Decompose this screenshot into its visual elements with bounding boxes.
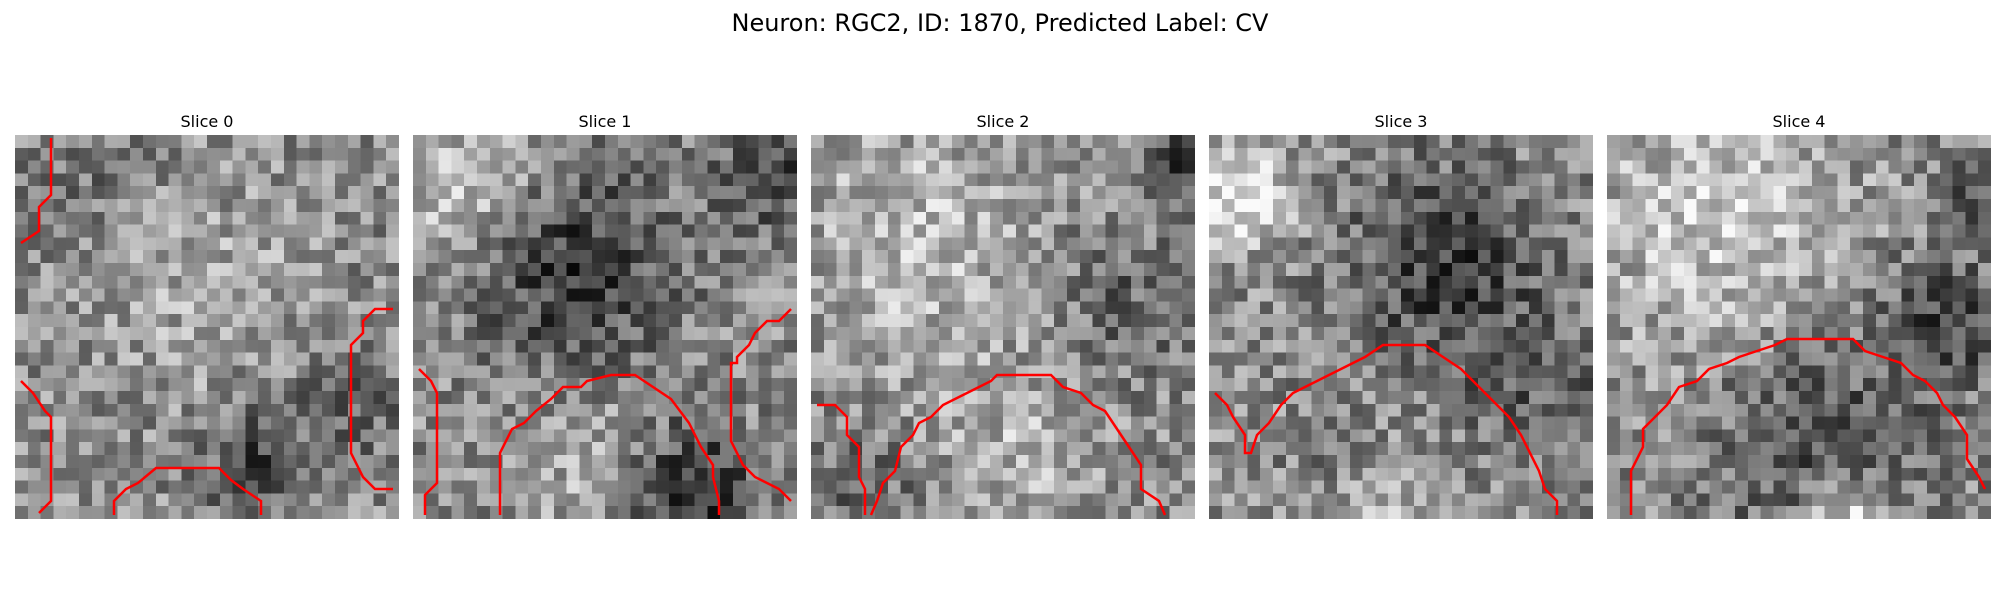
contour-line bbox=[114, 468, 261, 515]
contour-overlay-1 bbox=[413, 135, 797, 519]
slice-title-0: Slice 0 bbox=[15, 110, 399, 134]
slice-title-1: Slice 1 bbox=[413, 110, 797, 134]
slice-title-3: Slice 3 bbox=[1209, 110, 1593, 134]
contour-line bbox=[817, 405, 865, 515]
contour-overlay-4 bbox=[1607, 135, 1991, 519]
contour-line bbox=[351, 309, 393, 489]
contour-line bbox=[1215, 345, 1557, 515]
contour-line bbox=[871, 375, 1165, 515]
slice-title-2: Slice 2 bbox=[811, 110, 1195, 134]
figure-title: Neuron: RGC2, ID: 1870, Predicted Label:… bbox=[0, 6, 2000, 40]
slice-panel-3: Slice 3 bbox=[1209, 110, 1593, 134]
contour-line bbox=[419, 369, 437, 515]
slice-panel-1: Slice 1 bbox=[413, 110, 797, 134]
slice-panel-0: Slice 0 bbox=[15, 110, 399, 134]
slice-panel-2: Slice 2 bbox=[811, 110, 1195, 134]
contour-overlay-0 bbox=[15, 135, 399, 519]
contour-line bbox=[500, 375, 719, 515]
slice-title-4: Slice 4 bbox=[1607, 110, 1991, 134]
contour-line bbox=[731, 309, 791, 501]
contour-line bbox=[21, 138, 51, 243]
contour-overlay-2 bbox=[811, 135, 1195, 519]
contour-line bbox=[1631, 339, 1985, 515]
slice-panel-4: Slice 4 bbox=[1607, 110, 1991, 134]
contour-overlay-3 bbox=[1209, 135, 1593, 519]
contour-line bbox=[21, 381, 51, 513]
